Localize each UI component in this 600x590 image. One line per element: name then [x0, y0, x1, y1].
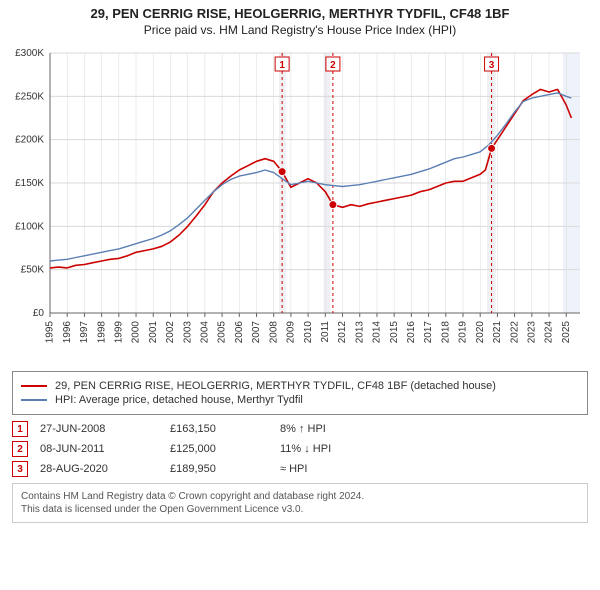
sale-price: £189,950	[170, 463, 280, 475]
sale-price: £163,150	[170, 423, 280, 435]
svg-text:£50K: £50K	[21, 265, 45, 276]
svg-text:2: 2	[330, 60, 336, 71]
svg-text:2001: 2001	[148, 321, 159, 344]
legend-swatch	[21, 399, 47, 401]
svg-text:2022: 2022	[509, 321, 520, 344]
svg-text:£100K: £100K	[15, 221, 44, 232]
svg-text:3: 3	[489, 60, 495, 71]
sale-row: 2 08-JUN-2011£125,00011% ↓ HPI	[12, 441, 588, 457]
line-chart-svg: £0 £50K £100K £150K £200K £250K £300K 1995 1996 1…	[0, 43, 600, 363]
svg-text:2020: 2020	[475, 321, 486, 344]
sale-row: 1 27-JUN-2008£163,1508% ↑ HPI	[12, 421, 588, 437]
svg-text:2002: 2002	[165, 321, 176, 344]
svg-text:£300K: £300K	[15, 48, 44, 59]
legend-label: HPI: Average price, detached house, Mert…	[55, 394, 303, 406]
svg-text:2009: 2009	[286, 321, 297, 344]
svg-text:1995: 1995	[45, 321, 56, 344]
svg-text:2007: 2007	[251, 321, 262, 344]
svg-text:2015: 2015	[389, 321, 400, 344]
legend-row: HPI: Average price, detached house, Mert…	[21, 394, 579, 406]
svg-text:£0: £0	[33, 308, 45, 319]
svg-text:2010: 2010	[303, 321, 314, 344]
attribution-footer: Contains HM Land Registry data © Crown c…	[12, 483, 588, 523]
footer-line-1: Contains HM Land Registry data © Crown c…	[21, 490, 579, 503]
chart-container: 29, PEN CERRIG RISE, HEOLGERRIG, MERTHYR…	[0, 6, 600, 523]
svg-text:2005: 2005	[217, 321, 228, 344]
svg-text:£200K: £200K	[15, 135, 44, 146]
svg-text:1998: 1998	[96, 321, 107, 344]
svg-text:2003: 2003	[182, 321, 193, 344]
svg-text:2006: 2006	[234, 321, 245, 344]
svg-text:2019: 2019	[458, 321, 469, 344]
legend: 29, PEN CERRIG RISE, HEOLGERRIG, MERTHYR…	[12, 371, 588, 415]
sale-marker-box: 3	[12, 461, 28, 477]
svg-text:£150K: £150K	[15, 178, 44, 189]
svg-text:2004: 2004	[200, 321, 211, 344]
svg-text:2013: 2013	[354, 321, 365, 344]
svg-text:2021: 2021	[492, 321, 503, 344]
legend-row: 29, PEN CERRIG RISE, HEOLGERRIG, MERTHYR…	[21, 380, 579, 392]
chart-subtitle: Price paid vs. HM Land Registry's House …	[0, 23, 600, 37]
footer-line-2: This data is licensed under the Open Gov…	[21, 503, 579, 516]
svg-text:2012: 2012	[337, 321, 348, 344]
svg-text:1997: 1997	[79, 321, 90, 344]
legend-label: 29, PEN CERRIG RISE, HEOLGERRIG, MERTHYR…	[55, 380, 496, 392]
sale-vs-hpi: ≈ HPI	[280, 463, 307, 475]
svg-text:2008: 2008	[268, 321, 279, 344]
svg-text:2017: 2017	[423, 321, 434, 344]
chart-plot-area: £0 £50K £100K £150K £200K £250K £300K 1995 1996 1…	[0, 43, 600, 363]
legend-swatch	[21, 385, 47, 387]
sale-marker-box: 2	[12, 441, 28, 457]
svg-text:1: 1	[279, 60, 285, 71]
svg-text:2023: 2023	[526, 321, 537, 344]
chart-title: 29, PEN CERRIG RISE, HEOLGERRIG, MERTHYR…	[0, 6, 600, 21]
sale-vs-hpi: 8% ↑ HPI	[280, 423, 326, 435]
svg-text:2014: 2014	[372, 321, 383, 344]
svg-text:2000: 2000	[131, 321, 142, 344]
sale-date: 28-AUG-2020	[40, 463, 170, 475]
svg-text:2018: 2018	[440, 321, 451, 344]
sale-price: £125,000	[170, 443, 280, 455]
sale-vs-hpi: 11% ↓ HPI	[280, 443, 331, 455]
svg-text:£250K: £250K	[15, 91, 44, 102]
svg-text:2024: 2024	[544, 321, 555, 344]
svg-text:2025: 2025	[561, 321, 572, 344]
svg-text:2016: 2016	[406, 321, 417, 344]
sale-date: 27-JUN-2008	[40, 423, 170, 435]
svg-text:2011: 2011	[320, 321, 331, 343]
sale-date: 08-JUN-2011	[40, 443, 170, 455]
svg-text:1999: 1999	[113, 321, 124, 344]
sale-row: 3 28-AUG-2020£189,950≈ HPI	[12, 461, 588, 477]
sales-table: 1 27-JUN-2008£163,1508% ↑ HPI 2 08-JUN-2011…	[12, 421, 588, 477]
svg-text:1996: 1996	[62, 321, 73, 344]
sale-marker-box: 1	[12, 421, 28, 437]
